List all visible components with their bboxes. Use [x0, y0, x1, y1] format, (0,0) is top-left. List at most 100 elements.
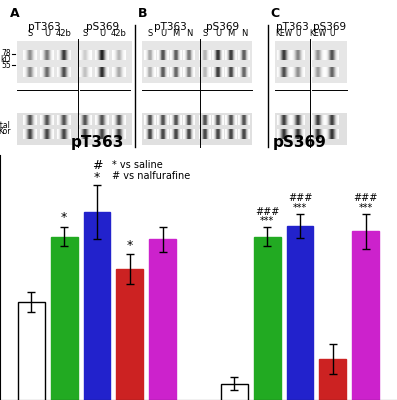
Bar — [234, 67, 235, 77]
Bar — [320, 50, 321, 60]
Bar — [80, 113, 132, 145]
Bar — [316, 115, 317, 125]
Bar — [154, 129, 155, 139]
Bar — [113, 67, 114, 77]
Bar — [215, 50, 216, 60]
Bar — [161, 129, 162, 139]
Bar — [151, 129, 152, 139]
Bar — [294, 50, 295, 60]
Bar — [277, 129, 278, 139]
Bar — [47, 129, 48, 139]
Bar — [242, 67, 243, 77]
Bar — [70, 50, 71, 60]
Bar — [313, 50, 314, 60]
Bar — [204, 50, 205, 60]
Bar — [97, 129, 98, 139]
Bar — [200, 129, 201, 139]
Bar — [293, 50, 294, 60]
Bar — [327, 129, 328, 139]
Bar — [318, 50, 319, 60]
Bar — [201, 115, 202, 125]
Bar — [171, 67, 172, 77]
Bar — [185, 115, 186, 125]
Bar — [160, 67, 161, 77]
Bar — [303, 50, 304, 60]
Text: ###
***: ### *** — [255, 207, 279, 226]
Bar — [227, 50, 228, 60]
Bar — [279, 129, 280, 139]
Bar — [165, 67, 166, 77]
Bar — [283, 129, 284, 139]
Bar — [123, 50, 124, 60]
Bar — [329, 115, 330, 125]
Bar — [45, 50, 46, 60]
Bar — [288, 129, 289, 139]
Bar — [69, 50, 70, 60]
Bar — [118, 50, 119, 60]
Bar — [326, 129, 327, 139]
Bar — [246, 50, 247, 60]
Bar — [293, 129, 294, 139]
Bar — [101, 50, 102, 60]
Bar — [206, 115, 207, 125]
Bar — [124, 67, 125, 77]
Bar — [83, 129, 84, 139]
Bar — [121, 50, 122, 60]
Bar — [25, 50, 26, 60]
Bar — [352, 231, 379, 400]
Bar — [319, 67, 320, 77]
Bar — [113, 50, 114, 60]
Bar — [203, 115, 204, 125]
Bar — [221, 115, 222, 125]
Bar — [302, 129, 303, 139]
Bar — [119, 67, 120, 77]
Bar — [284, 129, 285, 139]
Bar — [175, 115, 176, 125]
Bar — [25, 129, 26, 139]
Bar — [50, 115, 51, 125]
Bar — [108, 67, 109, 77]
Bar — [83, 115, 84, 125]
Text: B: B — [138, 7, 148, 20]
Bar — [45, 115, 46, 125]
Bar — [277, 50, 278, 60]
Bar — [238, 67, 239, 77]
Text: KEW: KEW — [276, 29, 293, 38]
Bar — [298, 115, 299, 125]
Bar — [311, 115, 312, 125]
Bar — [332, 50, 333, 60]
Bar — [241, 67, 242, 77]
Bar — [66, 129, 67, 139]
Bar — [159, 67, 160, 77]
Bar — [67, 50, 68, 60]
Bar — [121, 115, 122, 125]
Bar — [191, 50, 192, 60]
Bar — [63, 50, 64, 60]
Bar — [166, 115, 167, 125]
Bar — [285, 115, 286, 125]
Bar — [180, 115, 181, 125]
Bar — [100, 115, 101, 125]
Bar — [33, 50, 34, 60]
Bar — [334, 115, 335, 125]
Bar — [81, 129, 82, 139]
Bar — [107, 67, 108, 77]
Text: *: * — [61, 212, 67, 224]
Bar — [283, 50, 284, 60]
Bar — [31, 50, 32, 60]
Bar — [82, 50, 83, 60]
Bar — [320, 67, 321, 77]
Bar — [220, 50, 221, 60]
Bar — [90, 50, 91, 60]
Bar — [317, 115, 318, 125]
Bar — [184, 50, 185, 60]
Bar — [147, 115, 148, 125]
Bar — [322, 50, 323, 60]
Bar — [34, 67, 35, 77]
Bar — [86, 67, 87, 77]
Bar — [209, 67, 210, 77]
Bar — [187, 67, 188, 77]
Bar — [116, 50, 117, 60]
Bar — [160, 115, 161, 125]
Bar — [193, 129, 194, 139]
